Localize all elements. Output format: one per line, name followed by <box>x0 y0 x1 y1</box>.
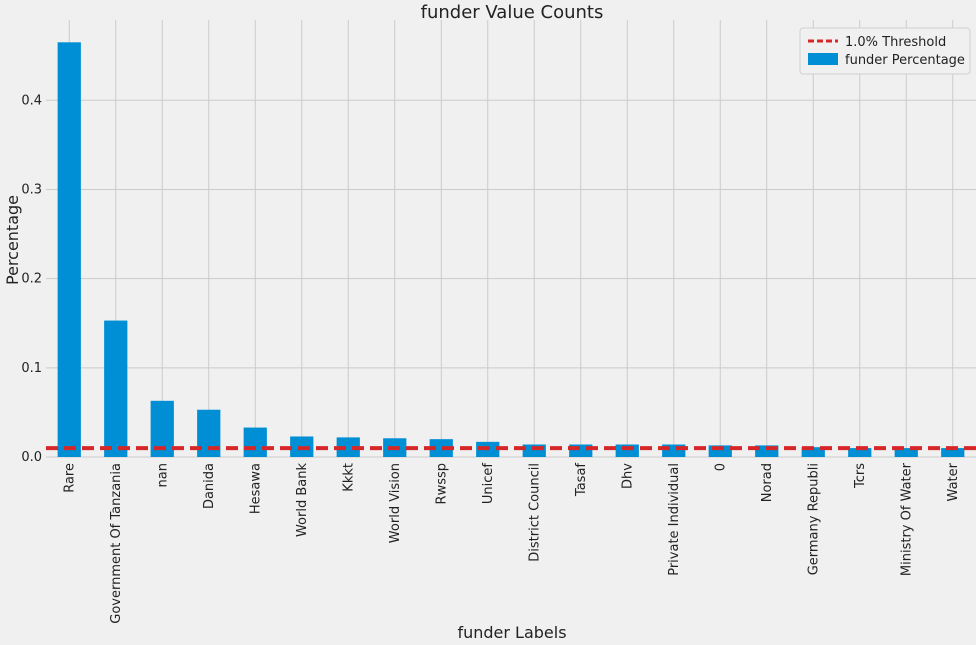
bar <box>336 437 360 457</box>
x-tick-label: Private Individual <box>667 463 682 576</box>
grid-layer <box>46 20 976 458</box>
bar <box>197 409 221 457</box>
y-tick-label: 0.0 <box>21 450 42 465</box>
y-tick-label: 0.4 <box>21 93 42 108</box>
ticks-layer: 0.0 0.1 0.2 0.3 0.4 Rare Government Of Tanzani… <box>21 93 960 623</box>
x-tick-label: Tasaf <box>574 463 589 497</box>
bar <box>755 445 779 457</box>
y-tick-label: 0.3 <box>21 182 42 197</box>
x-tick-label: Water <box>946 462 961 501</box>
x-tick-label: Rare <box>62 463 77 493</box>
y-tick-label: 0.1 <box>21 361 42 376</box>
bar <box>243 427 267 457</box>
x-tick-label: Danida <box>202 463 217 509</box>
x-tick-label: Norad <box>760 463 775 502</box>
bar <box>848 448 872 457</box>
legend-series-label: funder Percentage <box>845 53 965 68</box>
bar <box>104 320 128 457</box>
legend-threshold-label: 1.0% Threshold <box>845 35 946 50</box>
x-tick-label: Dhv <box>620 463 635 489</box>
bar <box>941 448 965 457</box>
bar <box>150 400 174 457</box>
bar <box>57 42 81 457</box>
chart-title: funder Value Counts <box>421 2 604 23</box>
x-tick-label: Germany Republi <box>806 463 821 575</box>
x-tick-label: Hesawa <box>248 463 263 514</box>
x-tick-label: 0 <box>713 463 728 471</box>
x-axis-label: funder Labels <box>457 623 566 642</box>
bars-layer <box>57 42 965 457</box>
x-tick-label: World Vision <box>388 463 403 543</box>
x-tick-label: Tcrs <box>853 463 868 489</box>
x-tick-label: District Council <box>527 463 542 562</box>
bar <box>429 439 453 457</box>
legend: 1.0% Threshold funder Percentage <box>799 27 971 75</box>
bar <box>801 447 825 457</box>
x-tick-label: World Bank <box>295 463 310 538</box>
x-tick-label: Unicef <box>481 463 496 505</box>
y-axis-label: Percentage <box>3 195 22 285</box>
x-tick-label: Ministry Of Water <box>899 462 914 576</box>
bar <box>894 448 918 457</box>
y-tick-label: 0.2 <box>21 272 42 287</box>
bar <box>708 445 732 457</box>
x-tick-label: Kkkt <box>341 463 356 492</box>
legend-box <box>799 27 971 75</box>
legend-bar-swatch <box>808 53 838 65</box>
x-tick-label: Rwssp <box>434 463 449 504</box>
x-tick-label: nan <box>155 463 170 487</box>
x-tick-label: Government Of Tanzania <box>109 463 124 624</box>
